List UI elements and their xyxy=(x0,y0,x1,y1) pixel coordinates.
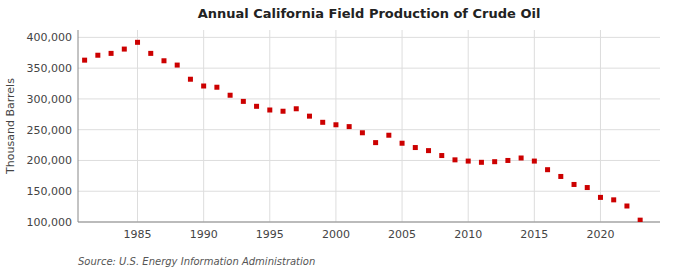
point xyxy=(624,204,629,209)
point xyxy=(267,108,272,113)
x-tick-label: 2005 xyxy=(388,228,416,241)
point xyxy=(519,156,524,161)
y-tick-label: 250,000 xyxy=(27,124,73,137)
y-grid-line xyxy=(78,68,660,69)
point xyxy=(281,109,286,114)
point xyxy=(347,124,352,129)
point xyxy=(320,120,325,125)
y-grid-line xyxy=(78,98,660,99)
point xyxy=(201,84,206,89)
x-grid-line xyxy=(137,30,138,222)
y-grid-line xyxy=(78,191,660,192)
point xyxy=(307,114,312,119)
point xyxy=(360,130,365,135)
point xyxy=(386,133,391,138)
x-axis-line xyxy=(78,222,660,223)
point xyxy=(228,93,233,98)
x-tick-label: 1995 xyxy=(256,228,284,241)
x-grid-line xyxy=(468,30,469,222)
y-tick-label: 300,000 xyxy=(27,93,73,106)
point xyxy=(400,141,405,146)
point xyxy=(452,157,457,162)
y-tick-label: 200,000 xyxy=(27,154,73,167)
y-tick-label: 400,000 xyxy=(27,31,73,44)
point xyxy=(95,53,100,58)
x-tick-label: 2010 xyxy=(454,228,482,241)
point xyxy=(214,85,219,90)
x-grid-line xyxy=(600,30,601,222)
x-grid-line xyxy=(203,30,204,222)
points xyxy=(82,40,643,222)
y-grid-line xyxy=(78,37,660,38)
y-axis-line xyxy=(78,30,79,222)
point xyxy=(426,148,431,153)
y-grid-line xyxy=(78,222,660,223)
y-tick-label: 150,000 xyxy=(27,185,73,198)
point xyxy=(439,153,444,158)
point xyxy=(135,40,140,45)
x-tick-label: 2000 xyxy=(322,228,350,241)
point xyxy=(532,159,537,164)
chart: Annual California Field Production of Cr… xyxy=(0,0,675,275)
point xyxy=(585,185,590,190)
x-grid-line xyxy=(269,30,270,222)
x-tick-label: 1985 xyxy=(124,228,152,241)
point xyxy=(492,159,497,164)
point xyxy=(241,99,246,104)
y-tick-label: 100,000 xyxy=(27,216,73,229)
point xyxy=(466,159,471,164)
title: Annual California Field Production of Cr… xyxy=(198,6,541,21)
point xyxy=(373,140,378,145)
source-note: Source: U.S. Energy Information Administ… xyxy=(78,256,315,267)
point xyxy=(598,195,603,200)
point xyxy=(122,47,127,52)
grid xyxy=(78,30,660,222)
point xyxy=(611,197,616,202)
point xyxy=(175,63,180,68)
x-tick-label: 2020 xyxy=(586,228,614,241)
point xyxy=(413,145,418,150)
point xyxy=(188,77,193,82)
x-grid-line xyxy=(402,30,403,222)
point xyxy=(572,182,577,187)
point xyxy=(109,51,114,56)
point xyxy=(161,58,166,63)
point xyxy=(638,218,643,222)
x-grid-line xyxy=(534,30,535,222)
x-tick-label: 2015 xyxy=(520,228,548,241)
point xyxy=(333,122,338,127)
point xyxy=(479,160,484,165)
x-tick-label: 1990 xyxy=(190,228,218,241)
y-grid-line xyxy=(78,160,660,161)
point xyxy=(545,167,550,172)
point xyxy=(82,58,87,63)
point xyxy=(294,106,299,111)
y-tick-label: 350,000 xyxy=(27,62,73,75)
point xyxy=(148,51,153,56)
y-axis-label: Thousand Barrels xyxy=(4,78,17,175)
y-grid-line xyxy=(78,129,660,130)
point xyxy=(558,174,563,179)
point xyxy=(505,158,510,163)
point xyxy=(254,104,259,109)
